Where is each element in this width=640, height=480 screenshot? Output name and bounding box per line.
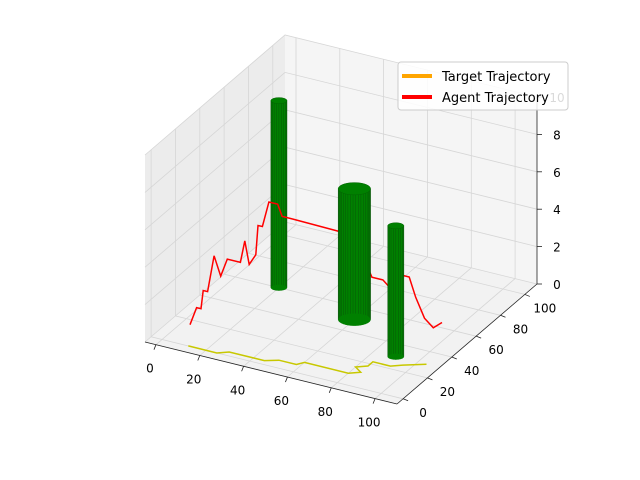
grid-line-z (144, 71, 538, 193)
cylinder-base (270, 284, 288, 291)
left-wall-pane (145, 35, 285, 342)
y-tick-label: 80 (513, 322, 528, 336)
x-tick-label: 60 (274, 394, 289, 408)
z-tick-label: 8 (553, 128, 561, 142)
tick-labels: 0204060801000204060801000246810 (146, 91, 565, 430)
z-tick-label: 2 (553, 241, 561, 255)
cylinder-top (387, 222, 405, 230)
x-tick-mark (328, 387, 332, 393)
cylinder-base (387, 353, 404, 360)
y-tick-label: 60 (488, 343, 503, 357)
y-tick-mark (475, 335, 482, 339)
y-tick-mark (500, 314, 506, 318)
y-tick-mark (524, 294, 530, 297)
axis-lines (144, 97, 538, 405)
x-tick-mark (241, 366, 244, 372)
legend: Target Trajectory Agent Trajectory (397, 61, 569, 111)
obstacle-cylinder (270, 97, 288, 291)
x-tick-label: 20 (186, 372, 201, 386)
cylinder-body (338, 188, 371, 320)
plot-area (188, 97, 443, 374)
x-tick-mark (153, 344, 157, 350)
y-axis-line (396, 283, 538, 405)
x-axis-line (144, 341, 398, 405)
x-tick-mark (197, 355, 201, 361)
y-tick-mark (427, 377, 433, 381)
cylinder-base (338, 313, 371, 326)
legend-box (397, 61, 569, 111)
legend-label-agent: Agent Trajectory (442, 91, 549, 106)
y-tick-label: 0 (419, 406, 427, 420)
y-tick-mark (451, 356, 457, 360)
y-tick-label: 40 (464, 364, 479, 378)
obstacle-cylinder (387, 222, 405, 360)
z-tick-label: 0 (553, 278, 561, 292)
z-tick-label: 4 (553, 203, 561, 217)
x-tick-label: 80 (318, 405, 333, 419)
x-tick-label: 40 (230, 383, 245, 397)
obstacle-cylinder (337, 182, 371, 326)
y-tick-mark (402, 398, 409, 402)
x-tick-mark (372, 398, 376, 404)
y-tick-label: 20 (440, 385, 455, 399)
target-trajectory-line (188, 345, 427, 374)
x-tick-mark (285, 376, 288, 383)
z-tick-label: 6 (553, 166, 561, 180)
cylinder-top (270, 97, 288, 104)
y-tick-label: 100 (533, 301, 556, 315)
x-tick-label: 100 (358, 416, 381, 430)
legend-label-target: Target Trajectory (441, 70, 551, 85)
cylinder-top (337, 182, 371, 196)
x-tick-label: 0 (146, 362, 154, 376)
